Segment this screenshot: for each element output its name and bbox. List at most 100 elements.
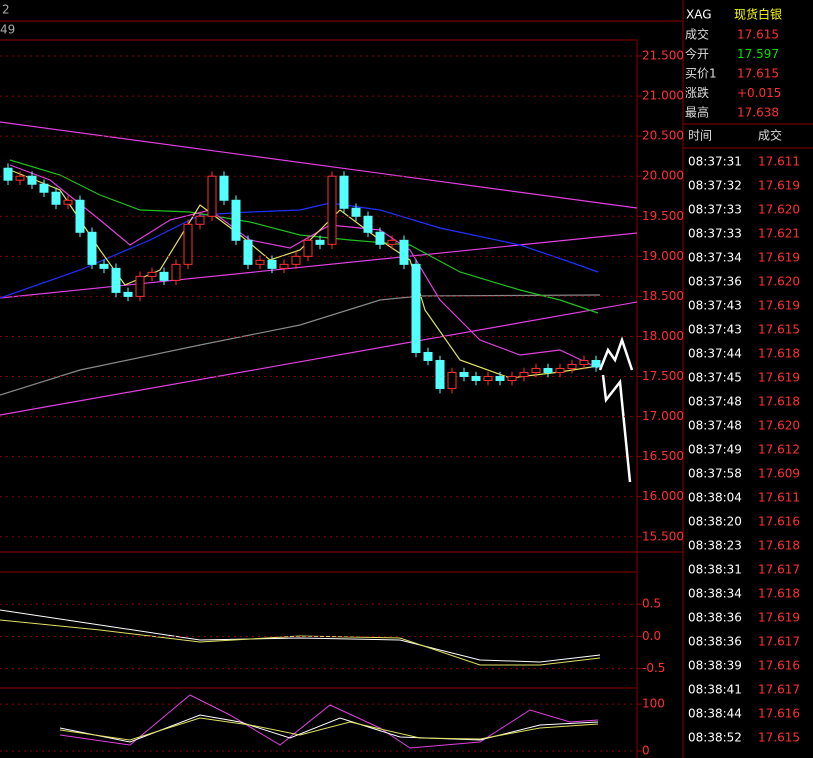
candle-body: [423, 351, 433, 362]
candle-body: [363, 215, 373, 233]
candle-body: [327, 175, 337, 245]
quote-label: 涨跌: [685, 85, 709, 100]
quote-label: 成交: [685, 27, 709, 42]
y-tick-label: 17.500: [642, 369, 684, 383]
candle-body: [435, 360, 445, 390]
candle-body: [303, 239, 313, 257]
trade-price: 17.618: [758, 539, 800, 553]
trade-time: 08:37:48: [688, 395, 742, 409]
candle-body: [231, 199, 241, 241]
trade-price: 17.620: [758, 275, 800, 289]
trade-price: 17.620: [758, 419, 800, 433]
candle-body: [51, 191, 61, 205]
trades-header: 成交: [758, 128, 782, 143]
arrow: [598, 336, 634, 371]
trade-time: 08:38:36: [688, 635, 742, 649]
trade-time: 08:38:39: [688, 659, 742, 673]
candle-body: [351, 207, 361, 217]
trade-time: 08:37:48: [688, 419, 742, 433]
quote-label: 最高: [685, 105, 709, 120]
trade-price: 17.609: [758, 467, 800, 481]
trade-price: 17.621: [758, 227, 800, 241]
trade-price: 17.611: [758, 491, 800, 505]
kdj-line: [59, 717, 599, 741]
y-tick-label: 0.0: [642, 629, 661, 643]
trade-price: 17.615: [758, 731, 800, 745]
candle-body: [411, 263, 421, 353]
trade-price: 17.617: [758, 635, 800, 649]
trade-time: 08:37:31: [688, 155, 742, 169]
trade-time: 08:37:49: [688, 443, 742, 457]
trade-price: 17.619: [758, 611, 800, 625]
header-fragment: 2: [2, 3, 10, 17]
trade-time: 08:38:52: [688, 731, 742, 745]
trade-time: 08:37:58: [688, 467, 742, 481]
candle-body: [519, 372, 529, 378]
y-tick-label: 0: [642, 743, 650, 757]
macd-panel: [0, 609, 601, 666]
candle-body: [375, 231, 385, 245]
trend-line: [0, 301, 638, 416]
trade-time: 08:38:23: [688, 539, 742, 553]
trade-price: 17.616: [758, 515, 800, 529]
candle-body: [183, 223, 193, 265]
candle-body: [195, 215, 205, 225]
macd-line: [0, 619, 601, 666]
candle-body: [15, 175, 25, 181]
trade-price: 17.616: [758, 659, 800, 673]
candle-body: [459, 372, 469, 378]
candle-body: [75, 199, 85, 233]
candle-body: [471, 376, 481, 382]
trade-time: 08:38:36: [688, 611, 742, 625]
ma-line: [9, 164, 599, 369]
trade-price: 17.612: [758, 443, 800, 457]
candle-body: [279, 263, 289, 269]
y-tick-label: 19.000: [642, 249, 684, 263]
arrow: [601, 374, 632, 483]
kdj-line: [59, 694, 599, 749]
candle-body: [243, 239, 253, 265]
y-tick-label: 20.500: [642, 129, 684, 143]
candle-body: [555, 368, 565, 374]
quote-name: 现货白银: [734, 7, 782, 22]
candle-body: [63, 199, 73, 205]
candle-body: [399, 239, 409, 265]
kdj-panel: [59, 694, 599, 749]
trades-header: 时间: [688, 129, 712, 143]
header-fragment: 49: [0, 23, 15, 37]
trade-time: 08:38:34: [688, 587, 742, 601]
candle-body: [27, 175, 37, 185]
candle-body: [339, 175, 349, 209]
quote-value: 17.615: [737, 28, 779, 42]
trade-price: 17.619: [758, 371, 800, 385]
trade-price: 17.619: [758, 299, 800, 313]
trade-time: 08:38:31: [688, 563, 742, 577]
trade-time: 08:37:45: [688, 371, 742, 385]
candle-body: [207, 175, 217, 217]
y-tick-label: 17.000: [642, 409, 684, 423]
candle-body: [159, 271, 169, 281]
y-tick-label: 18.500: [642, 289, 684, 303]
candle-body: [507, 376, 517, 382]
trade-price: 17.617: [758, 683, 800, 697]
trade-time: 08:37:36: [688, 275, 742, 289]
candle-body: [483, 376, 493, 382]
y-tick-label: 16.000: [642, 489, 684, 503]
trend-line: [0, 232, 638, 299]
y-tick-label: 15.500: [642, 529, 684, 543]
candle-body: [135, 275, 145, 297]
quote-label: 买价1: [685, 67, 717, 81]
ma-line: [9, 159, 599, 314]
trade-price: 17.616: [758, 707, 800, 721]
candle-body: [123, 291, 133, 297]
trade-time: 08:37:33: [688, 227, 742, 241]
trade-price: 17.618: [758, 347, 800, 361]
trade-price: 17.619: [758, 251, 800, 265]
candle-body: [171, 263, 181, 281]
trade-time: 08:38:20: [688, 515, 742, 529]
candle-body: [579, 360, 589, 366]
trade-price: 17.611: [758, 155, 800, 169]
candle-body: [87, 231, 97, 265]
candle-body: [219, 175, 229, 201]
